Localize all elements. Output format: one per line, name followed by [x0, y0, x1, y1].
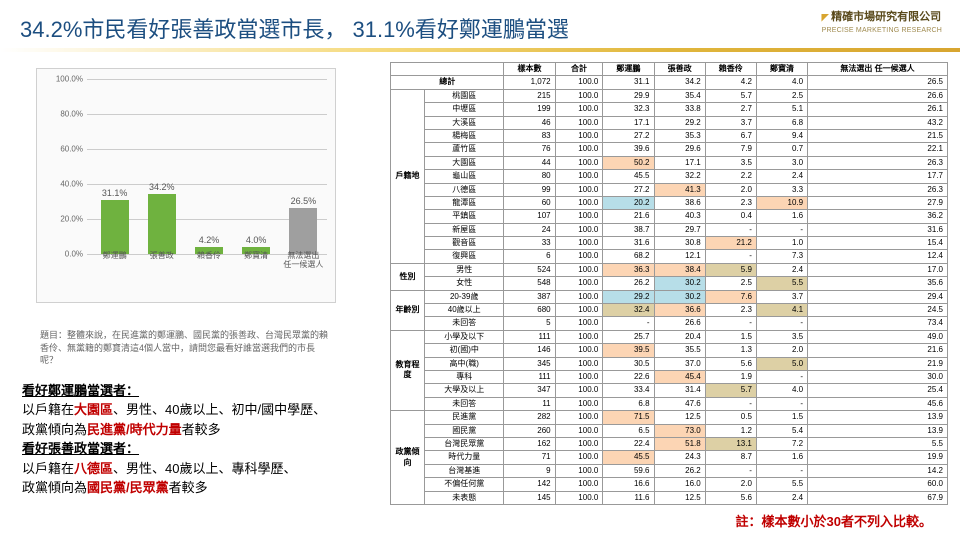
table-row: 平鎮區107100.021.640.30.41.636.2 — [391, 210, 948, 223]
bar: 26.5% — [282, 196, 324, 254]
table-row: 大園區44100.050.217.13.53.026.3 — [391, 156, 948, 169]
note-a-line1: 以戶籍在大園區、男性、40歲以上、初中/國中學歷、 — [22, 400, 382, 420]
note-b-head: 看好張善政當選者： — [22, 439, 382, 459]
table-row: 楊梅區83100.027.235.36.79.421.5 — [391, 129, 948, 142]
table-footnote: 註：樣本數小於30者不列入比較。 — [390, 511, 948, 530]
table-row: 台灣民眾黨162100.022.451.813.17.25.5 — [391, 437, 948, 450]
company-logo: ◤ 精確市場研究有限公司 PRECISE MARKETING RESEARCH — [822, 8, 942, 34]
table-row: 教育程度小學及以下111100.025.720.41.53.549.0 — [391, 330, 948, 343]
divider-bar — [0, 48, 960, 52]
page-title: 34.2%市民看好張善政當選市長， 31.1%看好鄭運鵬當選 — [0, 0, 960, 48]
table-row: 戶籍地桃園區215100.029.935.45.72.526.6 — [391, 89, 948, 102]
analysis-notes: 看好鄭運鵬當選者： 以戶籍在大園區、男性、40歲以上、初中/國中學歷、 政黨傾向… — [22, 381, 382, 498]
table-row: 龍潭區60100.020.238.62.310.927.9 — [391, 196, 948, 209]
table-row: 大溪區46100.017.129.23.76.843.2 — [391, 116, 948, 129]
table-row: 不偏任何黨142100.016.616.02.05.560.0 — [391, 478, 948, 491]
note-b-line2: 政黨傾向為國民黨/民眾黨者較多 — [22, 478, 382, 498]
table-row: 政黨傾向民進黨282100.071.512.50.51.513.9 — [391, 411, 948, 424]
table-row: 年齡別20-39歲387100.029.230.27.63.729.4 — [391, 290, 948, 303]
table-row: 復興區6100.068.212.1-7.312.4 — [391, 250, 948, 263]
logo-brand: 精確市場研究有限公司 — [831, 11, 941, 23]
table-row: 新屋區24100.038.729.7--31.6 — [391, 223, 948, 236]
logo-icon: ◤ — [822, 12, 829, 22]
table-total-row: 總計1,072100.031.134.24.24.026.5 — [391, 76, 948, 89]
table-row: 未表態145100.011.612.55.62.467.9 — [391, 491, 948, 504]
bar-chart: 0.0%20.0%40.0%60.0%80.0%100.0%31.1%34.2%… — [36, 68, 336, 303]
bar: 34.2% — [141, 182, 183, 254]
table-row: 國民黨260100.06.573.01.25.413.9 — [391, 424, 948, 437]
table-row: 觀音區33100.031.630.821.21.015.4 — [391, 237, 948, 250]
table-row: 大學及以上347100.033.431.45.74.025.4 — [391, 384, 948, 397]
table-row: 高中(職)345100.030.537.05.65.021.9 — [391, 357, 948, 370]
survey-question: 題目：整體來說，在民進黨的鄭運鵬、國民黨的張善政、台灣民眾黨的賴香伶、無黨籍的鄭… — [40, 329, 330, 367]
table-row: 台灣基進9100.059.626.2--14.2 — [391, 464, 948, 477]
note-a-head: 看好鄭運鵬當選者： — [22, 381, 382, 401]
table-row: 性別男性524100.036.338.45.92.417.0 — [391, 263, 948, 276]
table-row: 中壢區199100.032.333.82.75.126.1 — [391, 103, 948, 116]
note-a-line2: 政黨傾向為民進黨/時代力量者較多 — [22, 420, 382, 440]
table-row: 未回答5100.0-26.6--73.4 — [391, 317, 948, 330]
note-b-line1: 以戶籍在八德區、男性、40歲以上、專科學歷、 — [22, 459, 382, 479]
data-table: 樣本數合計鄭運鵬張善政賴香伶鄭寶清無法選出 任一候選人總計1,072100.03… — [390, 62, 948, 505]
table-row: 40歲以上680100.032.436.62.34.124.5 — [391, 304, 948, 317]
table-row: 未回答11100.06.847.6--45.6 — [391, 397, 948, 410]
table-row: 女性548100.026.230.22.55.535.6 — [391, 277, 948, 290]
table-row: 八德區99100.027.241.32.03.326.3 — [391, 183, 948, 196]
table-row: 時代力量71100.045.524.38.71.619.9 — [391, 451, 948, 464]
logo-sub: PRECISE MARKETING RESEARCH — [822, 27, 942, 34]
table-row: 初(國)中146100.039.535.51.32.021.6 — [391, 344, 948, 357]
bar: 31.1% — [94, 188, 136, 254]
table-row: 蘆竹區76100.039.629.67.90.722.1 — [391, 143, 948, 156]
table-row: 龜山區80100.045.532.22.22.417.7 — [391, 170, 948, 183]
table-row: 專科111100.022.645.41.9-30.0 — [391, 370, 948, 383]
